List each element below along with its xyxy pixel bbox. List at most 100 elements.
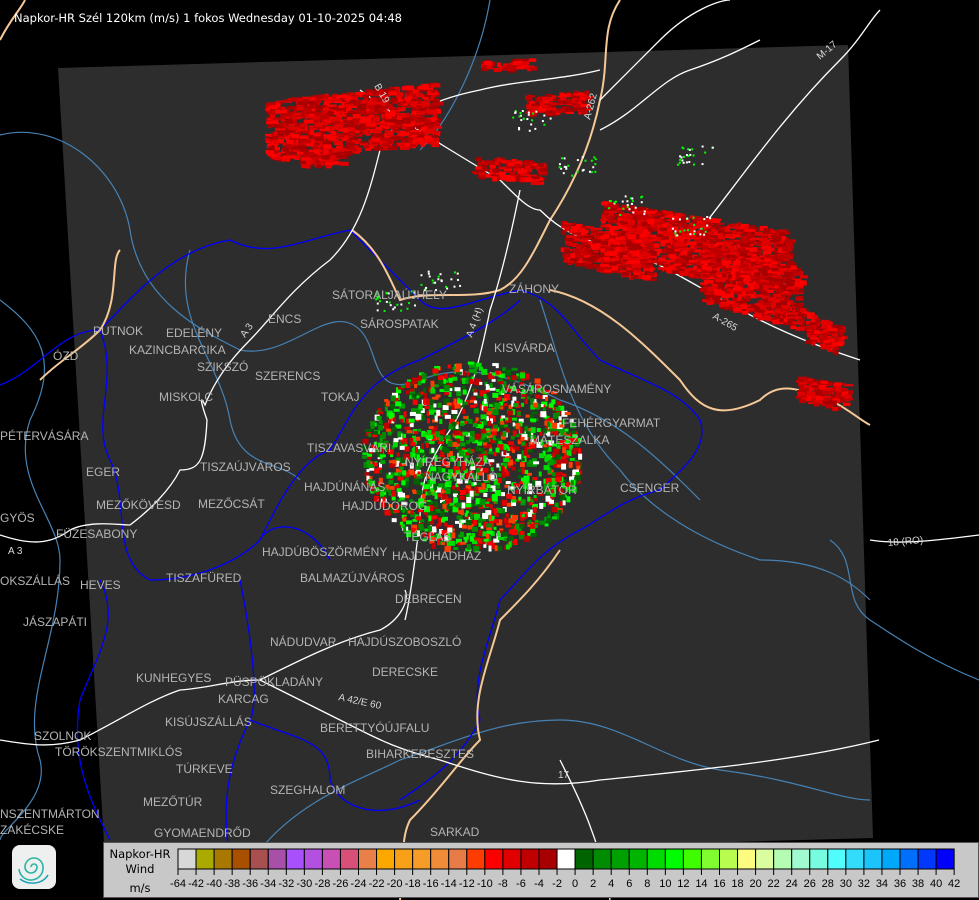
radar-echo (559, 501, 563, 507)
radar-echo (536, 441, 543, 448)
radar-echo (581, 254, 592, 258)
radar-echo (501, 492, 506, 497)
radar-echo (435, 533, 441, 539)
radar-echo (391, 490, 396, 497)
radar-echo (448, 480, 452, 486)
radar-echo (550, 495, 555, 499)
radar-echo (461, 449, 468, 456)
radar-echo (302, 103, 307, 108)
radar-echo (395, 484, 400, 489)
radar-echo (563, 452, 569, 459)
radar-echo (296, 106, 304, 111)
radar-echo (430, 409, 437, 413)
radar-echo (680, 251, 688, 256)
radar-echo (648, 272, 655, 276)
radar-echo (474, 380, 480, 386)
radar-echo (509, 171, 517, 176)
radar-echo (432, 430, 437, 436)
radar-echo (454, 403, 461, 409)
radar-echo (446, 504, 453, 510)
radar-echo (519, 534, 526, 540)
radar-echo (572, 448, 577, 455)
radar-echo (659, 230, 668, 234)
radar-echo (556, 456, 561, 460)
radar-echo (746, 265, 752, 270)
radar-echo (766, 305, 772, 310)
radar-echo (322, 140, 332, 145)
radar-echo (544, 105, 550, 108)
radar-echo (266, 136, 277, 139)
radar-echo (419, 107, 427, 111)
radar-echo (523, 513, 528, 519)
radar-echo (774, 291, 779, 294)
radar-echo (500, 406, 504, 410)
radar-echo (486, 411, 492, 416)
radar-echo (440, 412, 444, 416)
radar-echo (439, 456, 443, 460)
radar-echo (411, 524, 418, 531)
radar-echo (593, 251, 598, 254)
radar-echo (511, 531, 518, 536)
radar-echo (798, 323, 805, 327)
radar-echo (321, 118, 330, 121)
radar-echo (381, 490, 385, 497)
radar-echo (547, 431, 551, 437)
radar-echo (523, 483, 529, 490)
radar-echo (316, 141, 323, 145)
radar-echo (483, 541, 487, 548)
radar-echo (667, 245, 672, 249)
radar-echo (546, 454, 552, 461)
radar-echo (312, 95, 318, 100)
radar-echo (366, 475, 370, 481)
radar-echo (750, 270, 758, 274)
radar-echo (473, 392, 478, 396)
radar-echo (545, 396, 549, 401)
radar-echo (546, 448, 550, 453)
radar-echo (557, 464, 564, 468)
radar-echo (712, 295, 721, 300)
radar-echo (361, 111, 368, 115)
radar-echo (430, 434, 436, 441)
radar-echo (760, 265, 770, 269)
radar-echo (746, 239, 756, 244)
radar-echo (542, 407, 546, 414)
radar-echo (551, 98, 561, 102)
radar-echo (570, 228, 578, 234)
radar-echo (454, 443, 460, 447)
radar-echo (455, 363, 462, 370)
radar-echo (616, 209, 621, 212)
radar-echo (749, 310, 757, 313)
radar-echo (740, 274, 750, 278)
radar-echo (481, 433, 486, 440)
radar-echo (611, 258, 620, 262)
radar-echo (519, 376, 525, 381)
radar-echo (406, 126, 416, 131)
radar-echo (380, 114, 388, 119)
radar-echo (746, 283, 756, 287)
radar-echo (424, 125, 429, 129)
radar-echo (438, 441, 445, 445)
radar-echo (753, 272, 761, 277)
radar-echo (548, 459, 554, 466)
radar-echo (834, 325, 843, 328)
radar-echo (473, 474, 477, 481)
radar-echo (630, 239, 640, 245)
radar-echo (327, 104, 337, 107)
radar-echo (309, 130, 315, 135)
radar-echo (417, 471, 421, 475)
radar-echo (453, 430, 460, 436)
radar-echo (428, 441, 435, 445)
radar-echo (671, 224, 680, 227)
radar-echo (731, 243, 736, 247)
radar-echo (338, 144, 344, 148)
radar-echo (483, 420, 488, 426)
radar-echo (277, 130, 283, 136)
radar-echo (536, 177, 544, 181)
radar-echo (387, 135, 397, 138)
radar-echo (460, 442, 466, 447)
radar-echo (521, 389, 526, 396)
radar-echo (471, 526, 478, 532)
radar-echo (591, 229, 597, 234)
radar-echo (410, 528, 416, 534)
radar-echo (405, 142, 412, 145)
